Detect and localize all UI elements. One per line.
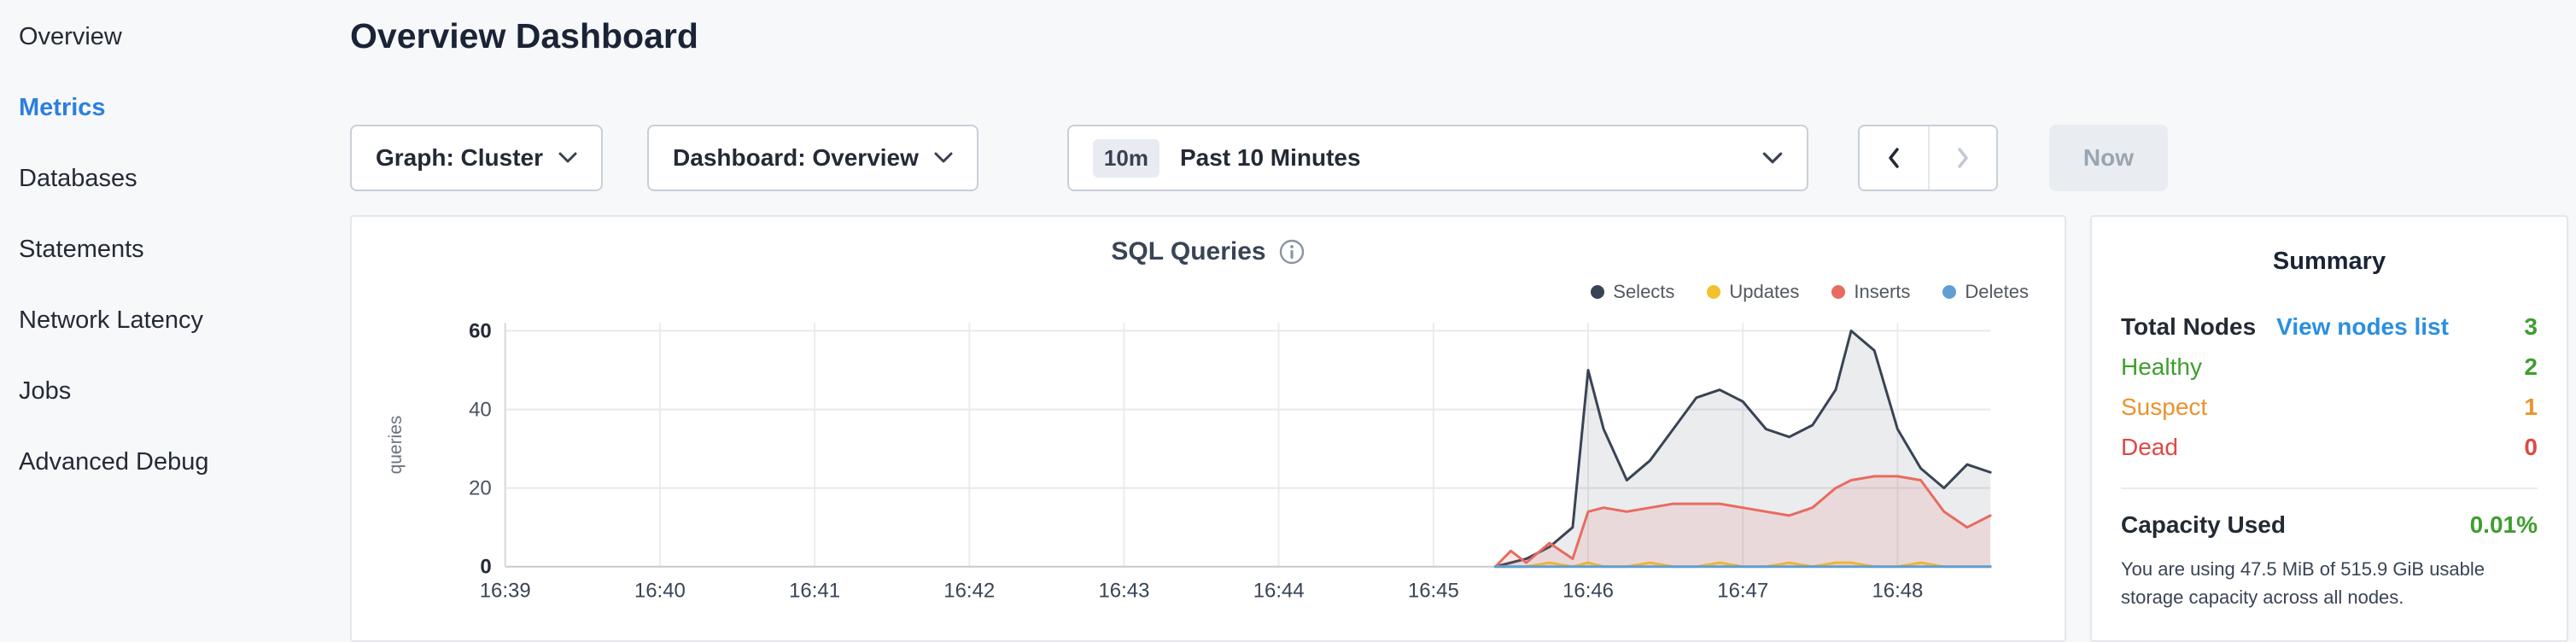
svg-text:16:48: 16:48	[1872, 580, 1923, 603]
time-pager	[1857, 125, 1998, 191]
svg-text:60: 60	[469, 320, 492, 343]
total-nodes-value: 3	[2524, 312, 2538, 340]
graph-dropdown-label: Graph: Cluster	[376, 144, 544, 171]
svg-text:0: 0	[480, 556, 491, 579]
svg-text:16:41: 16:41	[789, 580, 840, 603]
legend-item-inserts: Inserts	[1831, 281, 1910, 303]
chevron-down-icon	[558, 152, 577, 164]
time-range-badge: 10m	[1092, 138, 1159, 178]
selects-swatch-icon	[1591, 285, 1605, 299]
chart-title: SQL Queries	[1111, 237, 1266, 266]
divider	[2121, 487, 2538, 489]
suspect-label: Suspect	[2121, 393, 2208, 420]
dashboard-dropdown-label: Dashboard: Overview	[673, 144, 919, 171]
healthy-nodes-row: Healthy 2	[2121, 347, 2538, 387]
sidebar-item-statements[interactable]: Statements	[19, 236, 144, 263]
main-content: Overview Dashboard Graph: Cluster Dashbo…	[342, 0, 2576, 642]
sidebar-item-advanced-debug[interactable]: Advanced Debug	[19, 448, 209, 476]
capacity-row: Capacity Used 0.01%	[2121, 505, 2538, 545]
time-range-label: Past 10 Minutes	[1179, 144, 1361, 171]
content-row: SQL Queries Selects Updates Inserts Deletes…	[350, 215, 2576, 642]
sidebar-item-metrics[interactable]: Metrics	[19, 94, 106, 121]
total-nodes-row: Total Nodes View nodes list 3	[2121, 306, 2538, 347]
time-range-dropdown[interactable]: 10m Past 10 Minutes	[1066, 125, 1808, 191]
deletes-swatch-icon	[1942, 285, 1957, 299]
page-title: Overview Dashboard	[350, 16, 698, 55]
sidebar: Overview Metrics Databases Statements Ne…	[0, 0, 342, 623]
view-nodes-link[interactable]: View nodes list	[2276, 312, 2449, 340]
toolbar: Graph: Cluster Dashboard: Overview 10m P…	[350, 125, 2576, 191]
svg-text:queries: queries	[386, 416, 406, 475]
chart-legend: Selects Updates Inserts Deletes	[379, 277, 2037, 307]
dashboard-dropdown[interactable]: Dashboard: Overview	[647, 125, 978, 191]
sql-queries-plot-svg: 0 20 40 60 queries 16:39 16:40 16:41 16:42 16:43 1…	[386, 320, 1992, 603]
total-nodes-label: Total Nodes	[2121, 312, 2257, 340]
sql-queries-plot: 0 20 40 60 queries 16:39 16:40 16:41 16:42 16:43 1…	[379, 311, 2037, 610]
chart-title-row: SQL Queries	[379, 237, 2037, 277]
legend-item-updates: Updates	[1707, 281, 1799, 303]
svg-text:20: 20	[469, 477, 492, 500]
sidebar-item-databases[interactable]: Databases	[19, 165, 137, 192]
legend-item-selects: Selects	[1591, 281, 1674, 303]
svg-text:40: 40	[469, 399, 492, 422]
healthy-value: 2	[2524, 353, 2538, 380]
time-forward-button[interactable]	[1927, 126, 1996, 190]
now-button[interactable]: Now	[2048, 125, 2169, 191]
chevron-down-icon	[934, 152, 953, 164]
suspect-value: 1	[2524, 393, 2538, 420]
healthy-label: Healthy	[2121, 353, 2202, 380]
summary-title: Summary	[2272, 248, 2386, 275]
sidebar-item-overview[interactable]: Overview	[19, 23, 122, 50]
time-back-button[interactable]	[1859, 126, 1928, 190]
capacity-label: Capacity Used	[2121, 511, 2286, 538]
chevron-down-icon	[1762, 152, 1783, 165]
capacity-caption: You are using 47.5 MiB of 515.9 GiB usab…	[2121, 558, 2485, 608]
updates-swatch-icon	[1707, 285, 1721, 299]
sidebar-item-jobs[interactable]: Jobs	[19, 377, 72, 405]
svg-text:16:45: 16:45	[1408, 580, 1459, 603]
svg-text:16:46: 16:46	[1563, 580, 1614, 603]
svg-text:16:44: 16:44	[1253, 580, 1305, 603]
inserts-swatch-icon	[1831, 285, 1846, 299]
sidebar-item-network-latency[interactable]: Network Latency	[19, 306, 203, 334]
svg-text:16:39: 16:39	[480, 580, 531, 603]
graph-dropdown[interactable]: Graph: Cluster	[350, 125, 604, 191]
svg-text:16:42: 16:42	[943, 580, 995, 603]
capacity-value: 0.01%	[2469, 511, 2538, 538]
suspect-nodes-row: Suspect 1	[2121, 387, 2538, 427]
dead-nodes-row: Dead 0	[2121, 427, 2538, 467]
svg-text:16:40: 16:40	[634, 580, 686, 603]
dead-label: Dead	[2121, 433, 2178, 460]
sql-queries-chart-card: SQL Queries Selects Updates Inserts Deletes…	[350, 215, 2066, 642]
summary-panel: Summary Total Nodes View nodes list 3 He…	[2090, 215, 2568, 642]
dead-value: 0	[2524, 433, 2538, 460]
legend-item-deletes: Deletes	[1942, 281, 2029, 303]
info-icon[interactable]	[1278, 238, 1306, 266]
svg-text:16:43: 16:43	[1098, 580, 1149, 603]
svg-text:16:47: 16:47	[1717, 580, 1768, 603]
